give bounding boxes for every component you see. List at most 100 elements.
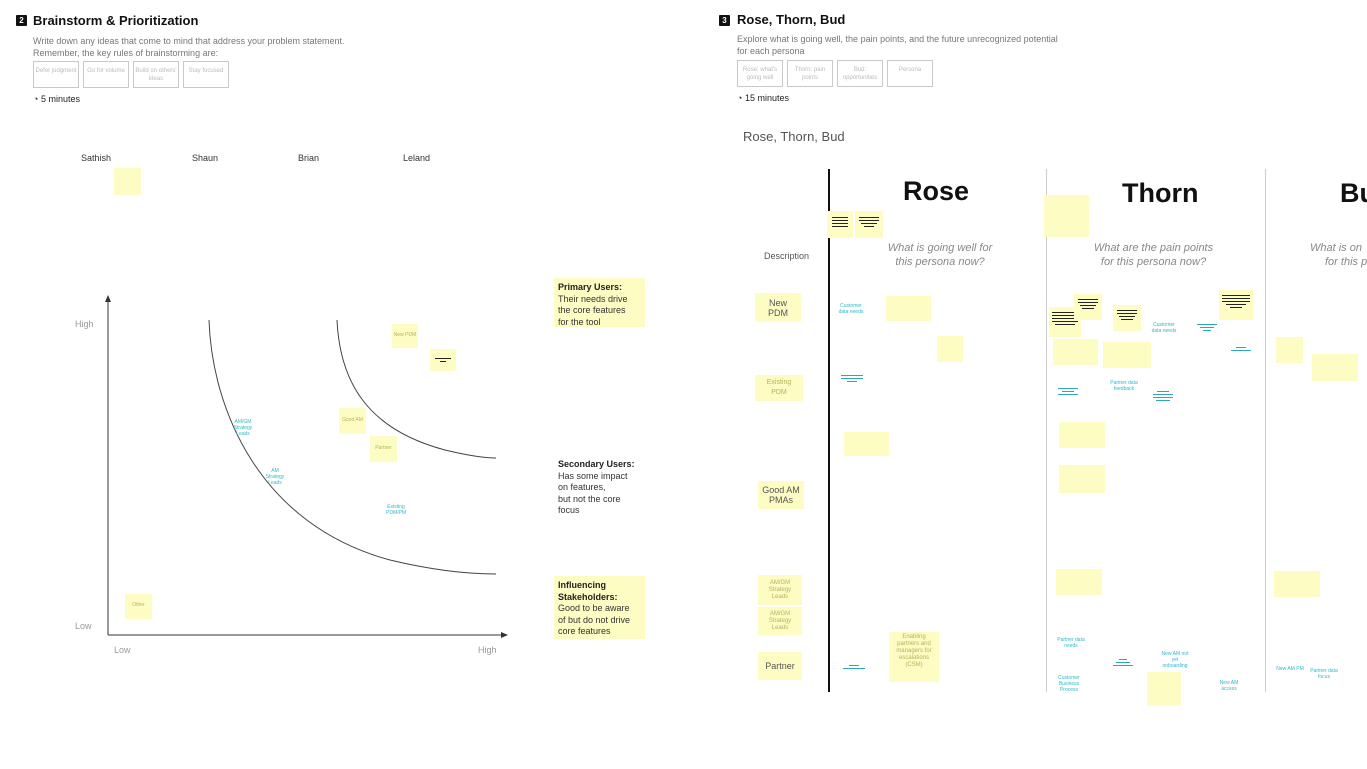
column-question: What is going well for this persona now? — [880, 241, 1000, 269]
sticky-note[interactable] — [1103, 342, 1151, 368]
rule-card[interactable]: Stay focused — [183, 61, 229, 88]
description-line: Write down any ideas that come to mind t… — [33, 36, 345, 46]
sticky-note[interactable] — [1053, 339, 1098, 365]
sticky-note[interactable] — [886, 296, 931, 321]
row-label-line: PMAs — [768, 495, 793, 505]
legend-line: Their needs drive — [558, 293, 628, 304]
sticky-note[interactable] — [1274, 571, 1320, 597]
rule-card[interactable]: Go for volume — [83, 61, 129, 88]
timer-icon: ◔ — [33, 94, 39, 104]
rule-card[interactable]: Bud: opportunities — [837, 60, 883, 87]
cyan-note[interactable]: New AM access — [1219, 680, 1239, 692]
sticky-note[interactable] — [114, 168, 141, 195]
description-line: Explore what is going well, the pain poi… — [737, 34, 1058, 44]
sticky-note[interactable]: New PDM — [392, 324, 418, 348]
sticky-note[interactable] — [937, 336, 963, 362]
legend-line: on features, — [558, 482, 606, 492]
row-label-line: New — [768, 297, 787, 308]
legend-title: Secondary Users: — [558, 459, 635, 469]
sticky-note[interactable] — [1044, 195, 1089, 237]
cyan-note-lines[interactable] — [1196, 322, 1218, 333]
column-divider — [828, 169, 830, 692]
description-line: Remember, the key rules of brainstorming… — [33, 48, 219, 58]
sticky-note-lines[interactable] — [1113, 305, 1141, 331]
note-line: (CSM) — [905, 662, 923, 668]
sticky-note-lines[interactable] — [1219, 290, 1253, 320]
question-line: What is on — [1310, 242, 1362, 254]
x-axis-arrow-icon — [501, 632, 508, 638]
sticky-note[interactable] — [1312, 354, 1358, 381]
section-description: Explore what is going well, the pain poi… — [737, 33, 1087, 57]
sticky-note-lines[interactable] — [855, 211, 883, 238]
sticky-note[interactable]: Partner — [370, 436, 397, 462]
row-label-line: Good AM — [762, 485, 800, 495]
sticky-note-lines[interactable] — [430, 349, 456, 371]
row-label-line: Strategy — [768, 617, 792, 624]
x-axis-low-label: Low — [114, 645, 131, 655]
sticky-note-lines[interactable] — [1074, 294, 1102, 320]
prioritization-chart — [105, 295, 508, 638]
note-line: escalations — [898, 655, 930, 661]
person-name: Shaun — [192, 153, 219, 163]
rule-card[interactable]: Thorn: pain points — [787, 60, 833, 87]
sticky-note[interactable] — [1059, 465, 1105, 493]
row-label-am-gm: AM/GM Strategy Leads — [758, 575, 802, 605]
cyan-note[interactable]: Partner data feedback — [1110, 380, 1138, 392]
cyan-note-lines[interactable] — [1230, 345, 1252, 353]
sticky-note[interactable] — [1147, 672, 1181, 706]
row-label-existing-pdm: Existing PDM — [755, 375, 803, 401]
cyan-note-lines[interactable] — [842, 663, 866, 671]
legend-title: Influencing — [558, 580, 606, 590]
timer: ◔ 5 minutes — [33, 94, 80, 104]
cyan-note[interactable]: Existing PDM/PM — [386, 504, 406, 516]
rule-card[interactable]: Build on others' ideas — [133, 61, 179, 88]
cyan-note[interactable]: Partner data needs — [1057, 637, 1085, 649]
sticky-note[interactable]: Other — [125, 594, 152, 619]
cyan-note[interactable]: AM Strategy Leads — [265, 468, 285, 486]
row-label-line: Leads — [771, 593, 789, 600]
legend-line: for the tool — [558, 316, 601, 327]
row-label-am-strategy: AM/GM Strategy Leads — [758, 607, 802, 635]
board-title: Rose, Thorn, Bud — [743, 129, 845, 144]
legend-primary-users: Primary Users: Their needs drive the cor… — [554, 278, 645, 327]
sticky-note-lines[interactable] — [827, 211, 853, 238]
sticky-note[interactable] — [1059, 422, 1105, 448]
cyan-note[interactable]: Customer data needs — [1151, 322, 1177, 334]
row-label-line: Strategy — [768, 586, 792, 593]
sticky-note[interactable] — [1056, 569, 1102, 595]
section-title: Brainstorm & Prioritization — [33, 13, 199, 28]
rule-card[interactable]: Persona — [887, 60, 933, 87]
sticky-note[interactable]: Enabling partners and managers for escal… — [889, 632, 939, 682]
question-line: for this persona now? — [1100, 256, 1207, 268]
cyan-note[interactable]: AM/GM Strategy Leads — [233, 419, 253, 437]
row-label-line: PDM — [771, 389, 787, 396]
legend-title: Stakeholders: — [558, 591, 618, 602]
row-label-line: PDM — [768, 307, 788, 318]
cyan-note-lines[interactable] — [1152, 389, 1174, 403]
rule-card[interactable]: Rose: what's going well — [737, 60, 783, 87]
section-description: Write down any ideas that come to mind t… — [33, 35, 393, 59]
rule-card[interactable]: Defer judgment — [33, 61, 79, 88]
person-name: Brian — [298, 153, 320, 163]
sticky-note[interactable] — [844, 432, 889, 456]
legend-line: of but do not drive — [558, 614, 631, 625]
cyan-note[interactable]: New AM PM — [1276, 666, 1304, 672]
description-line: for each persona — [737, 46, 805, 56]
sticky-note[interactable]: Good AM — [339, 408, 366, 434]
legend-influencing-stakeholders: Influencing Stakeholders: Good to be awa… — [554, 576, 645, 639]
sticky-note[interactable] — [1276, 337, 1303, 363]
cyan-note[interactable]: Partner data focus — [1310, 668, 1338, 680]
y-axis-arrow-icon — [105, 295, 111, 302]
cyan-note-lines[interactable] — [1057, 386, 1079, 397]
cyan-note-lines[interactable] — [1112, 657, 1134, 668]
cyan-note[interactable]: Customer data needs — [838, 303, 864, 315]
cyan-note[interactable]: Customer Business Process — [1058, 675, 1080, 693]
legend-line: the core features — [558, 305, 626, 315]
row-label-good-am: Good AM PMAs — [758, 481, 804, 509]
row-label-line: Existing — [766, 379, 792, 386]
section-title: Rose, Thorn, Bud — [737, 12, 846, 27]
legend-line: focus — [558, 505, 580, 515]
cyan-note[interactable]: New AM not yet onboarding — [1161, 651, 1189, 669]
cyan-note-lines[interactable] — [840, 373, 864, 384]
legend-line: Has some impact — [558, 470, 628, 481]
